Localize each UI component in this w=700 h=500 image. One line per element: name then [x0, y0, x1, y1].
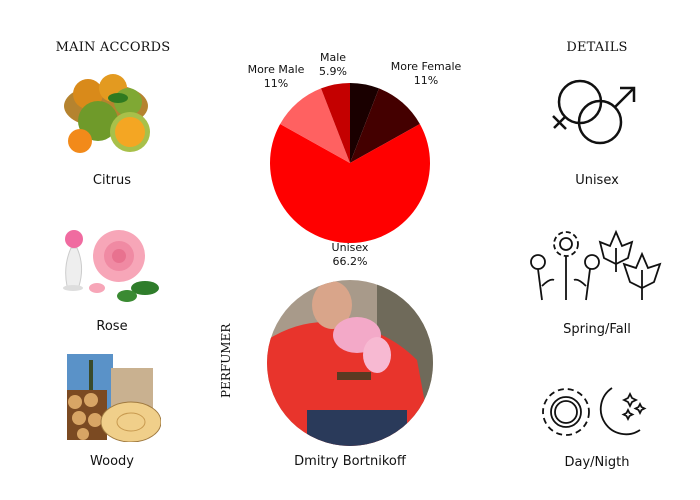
perfumer-title: PERFUMER: [219, 323, 233, 398]
accord-label-citrus: Citrus: [92, 173, 132, 188]
pie-slice-more-female: [350, 88, 420, 163]
woody-image: [67, 354, 161, 442]
pie-slice-unisex: [270, 124, 430, 244]
season-icon: [530, 229, 662, 301]
accord-label-rose: Rose: [96, 319, 128, 334]
pie-label-more-female: More Female 11%: [391, 60, 462, 88]
pie-label-unisex: Unisex 66.2%: [332, 241, 369, 269]
main-accords-title: MAIN ACCORDS: [55, 40, 171, 55]
pie-label-male-value: 5.9%: [319, 65, 347, 78]
pie-label-unisex-value: 66.2%: [332, 255, 368, 268]
pie-label-unisex-name: Unisex: [331, 241, 369, 254]
details-title: DETAILS: [566, 40, 628, 55]
pie-label-more-male-name: More Male: [247, 63, 305, 76]
pie-slices: [270, 83, 430, 244]
pie-slice-unlabeled-0: [350, 83, 379, 163]
citrus-image: [64, 74, 150, 153]
pie-slice-male: [321, 83, 350, 163]
detail-label-unisex: Unisex: [575, 173, 619, 188]
pie-label-more-female-value: 11%: [413, 74, 439, 87]
pie-label-male-name: Male: [319, 51, 347, 64]
rose-image: [63, 230, 159, 302]
pie-label-more-male: More Male 11%: [248, 63, 305, 91]
perfumer-name: Dmitry Bortnikoff: [294, 454, 406, 469]
detail-label-season: Spring/Fall: [563, 322, 631, 337]
detail-label-time: Day/Nigth: [564, 455, 630, 470]
day-night-icon: [542, 387, 647, 436]
perfumer-photo: [267, 280, 433, 446]
gender-icon: [552, 79, 636, 145]
pie-slice-more-male: [280, 88, 350, 163]
pie-label-more-male-value: 11%: [263, 77, 289, 90]
pie-label-male: Male 5.9%: [319, 51, 347, 79]
pie-label-more-female-name: More Female: [390, 60, 462, 73]
accord-label-woody: Woody: [90, 454, 134, 469]
